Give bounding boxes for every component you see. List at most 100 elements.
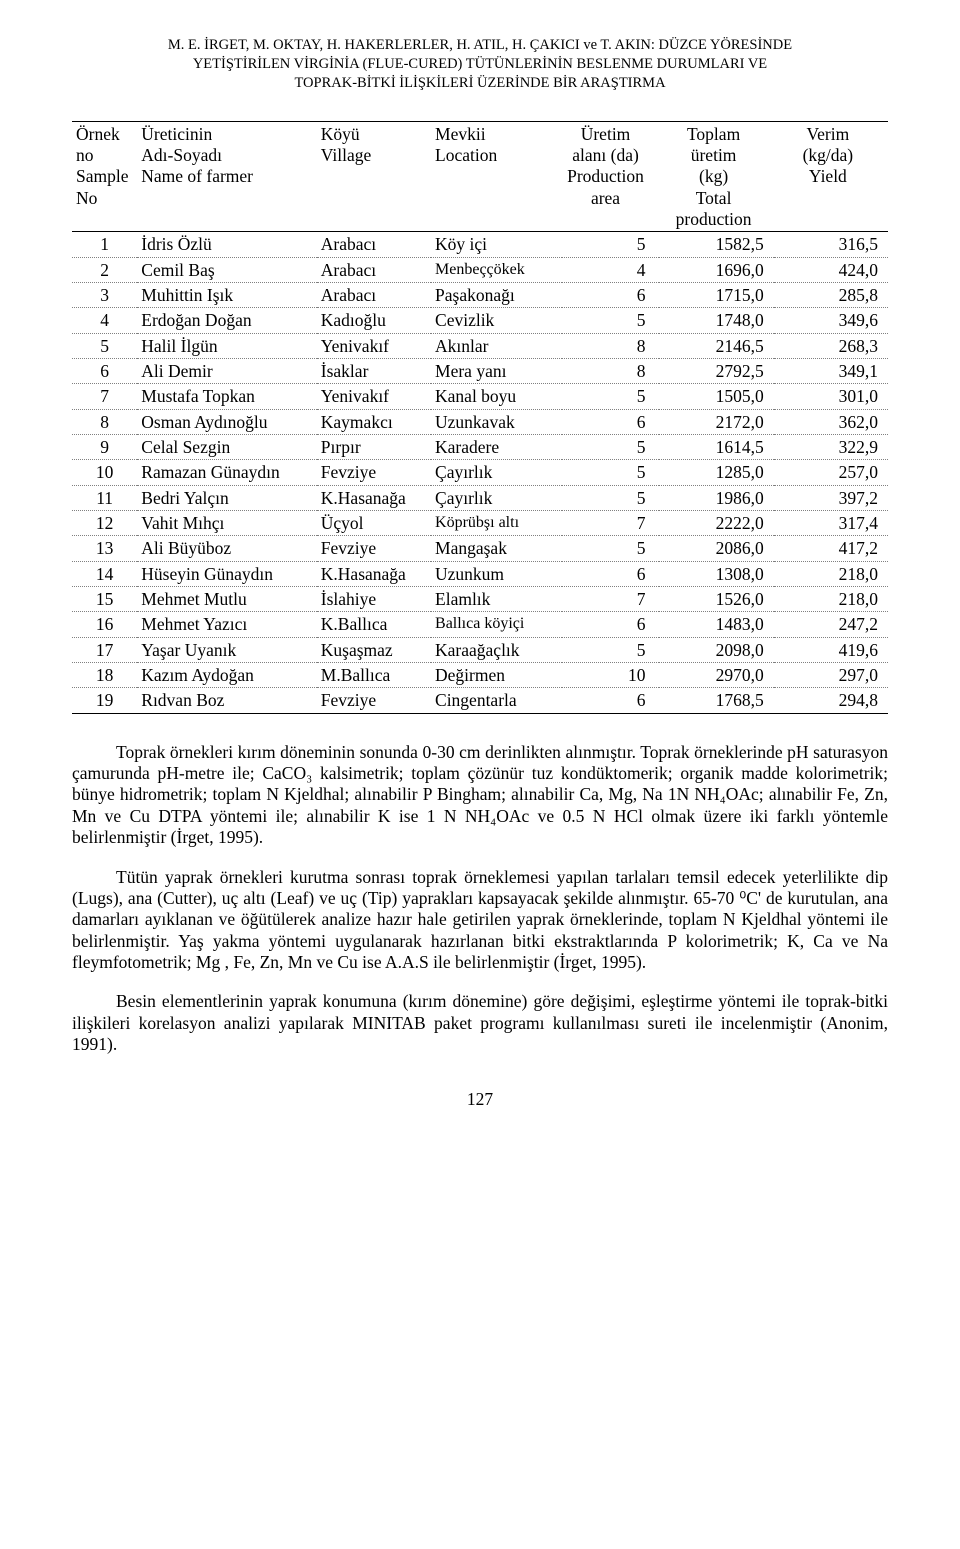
paragraph-2: Tütün yaprak örnekleri kurutma sonrası t… <box>72 867 888 974</box>
table-cell: 7 <box>562 587 660 612</box>
table-cell: 424,0 <box>774 257 888 282</box>
table-cell: Uzunkum <box>431 561 562 586</box>
table-cell: 317,4 <box>774 511 888 536</box>
table-cell: Halil İlgün <box>137 333 317 358</box>
table-cell: Mustafa Topkan <box>137 384 317 409</box>
table-cell: Fevziye <box>317 688 431 713</box>
table-cell: 2098,0 <box>659 637 773 662</box>
table-cell: Mehmet Mutlu <box>137 587 317 612</box>
th-total-l1: üretim <box>691 145 737 166</box>
table-cell: 10 <box>562 663 660 688</box>
table-cell: 1308,0 <box>659 561 773 586</box>
table-cell: Yenivakıf <box>317 333 431 358</box>
table-cell: Uzunkavak <box>431 409 562 434</box>
table-cell: 5 <box>562 637 660 662</box>
table-cell: 268,3 <box>774 333 888 358</box>
th-yield-l2: Yield <box>809 166 847 187</box>
table-cell: Cevizlik <box>431 308 562 333</box>
table-cell: 6 <box>562 688 660 713</box>
table-cell: 362,0 <box>774 409 888 434</box>
th-total-l4: production <box>676 209 752 230</box>
table-cell: 5 <box>562 232 660 257</box>
th-farmer-l1: Adı-Soyadı <box>141 145 313 166</box>
th-mevkii-l1: Location <box>435 145 558 166</box>
table-row: 8Osman AydınoğluKaymakcıUzunkavak62172,0… <box>72 409 888 434</box>
table-cell: 6 <box>562 561 660 586</box>
table-cell: 2 <box>72 257 137 282</box>
table-cell: 1614,5 <box>659 435 773 460</box>
th-no-l2: Sample <box>76 166 133 187</box>
table-cell: 1715,0 <box>659 282 773 307</box>
table-cell: Celal Sezgin <box>137 435 317 460</box>
th-yield: Verim (kg/da) Yield <box>774 121 888 232</box>
table-cell: Arabacı <box>317 232 431 257</box>
th-village-lines: Köyü Village <box>321 124 427 167</box>
table-cell: 297,0 <box>774 663 888 688</box>
table-row: 2Cemil BaşArabacıMenbeççökek41696,0424,0 <box>72 257 888 282</box>
table-row: 12Vahit MıhçıÜçyolKöprübşı altı72222,031… <box>72 511 888 536</box>
table-cell: 218,0 <box>774 587 888 612</box>
th-village-l0: Köyü <box>321 124 427 145</box>
table-cell: 5 <box>562 435 660 460</box>
th-area-l1: alanı (da) <box>572 145 639 166</box>
table-cell: 6 <box>562 282 660 307</box>
th-yield-lines: Verim (kg/da) Yield <box>778 124 878 188</box>
th-farmer-l0: Üreticinin <box>141 124 313 145</box>
table-cell: 1696,0 <box>659 257 773 282</box>
table-cell: Köprübşı altı <box>431 511 562 536</box>
table-row: 7Mustafa TopkanYenivakıfKanal boyu51505,… <box>72 384 888 409</box>
table-cell: Kadıoğlu <box>317 308 431 333</box>
th-yield-l0: Verim <box>806 124 849 145</box>
table-cell: Ali Demir <box>137 358 317 383</box>
th-no-l3: No <box>76 188 133 209</box>
table-cell: 8 <box>562 333 660 358</box>
table-cell: Hüseyin Günaydın <box>137 561 317 586</box>
table-cell: 15 <box>72 587 137 612</box>
table-cell: 5 <box>562 460 660 485</box>
table-cell: Mangaşak <box>431 536 562 561</box>
table-cell: 13 <box>72 536 137 561</box>
running-head-line2: YETİŞTİRİLEN VİRGİNİA (FLUE-CURED) TÜTÜN… <box>193 56 767 72</box>
table-cell: 285,8 <box>774 282 888 307</box>
table-cell: 5 <box>72 333 137 358</box>
table-row: 5Halil İlgünYenivakıfAkınlar82146,5268,3 <box>72 333 888 358</box>
table-cell: 1285,0 <box>659 460 773 485</box>
table-cell: Fevziye <box>317 460 431 485</box>
table-cell: Erdoğan Doğan <box>137 308 317 333</box>
table-row: 19Rıdvan BozFevziyeCingentarla61768,5294… <box>72 688 888 713</box>
th-no-l1: no <box>76 145 133 166</box>
table-cell: 4 <box>562 257 660 282</box>
table-cell: 419,6 <box>774 637 888 662</box>
table-cell: Muhittin Işık <box>137 282 317 307</box>
sample-table: Örnek no Sample No Üreticinin Adı-Soyadı… <box>72 121 888 714</box>
th-total: Toplam üretim (kg) Total production <box>659 121 773 232</box>
table-cell: 3 <box>72 282 137 307</box>
table-cell: İslahiye <box>317 587 431 612</box>
paragraph-1: Toprak örnekleri kırım döneminin sonunda… <box>72 742 888 849</box>
th-mevkii-l0: Mevkii <box>435 124 558 145</box>
th-area-l3: area <box>591 188 620 209</box>
table-cell: 316,5 <box>774 232 888 257</box>
table-cell: 9 <box>72 435 137 460</box>
table-cell: Cemil Baş <box>137 257 317 282</box>
table-cell: 17 <box>72 637 137 662</box>
table-cell: Yenivakıf <box>317 384 431 409</box>
table-cell: Kaymakcı <box>317 409 431 434</box>
table-cell: 1768,5 <box>659 688 773 713</box>
table-cell: 2222,0 <box>659 511 773 536</box>
page-number: 127 <box>72 1089 888 1110</box>
table-cell: 8 <box>562 358 660 383</box>
table-cell: Cingentarla <box>431 688 562 713</box>
table-cell: 2792,5 <box>659 358 773 383</box>
th-yield-l1: (kg/da) <box>803 145 854 166</box>
table-cell: Vahit Mıhçı <box>137 511 317 536</box>
table-cell: 1526,0 <box>659 587 773 612</box>
th-area-l2: Production <box>567 166 644 187</box>
th-no-lines: Örnek no Sample No <box>76 124 133 209</box>
table-cell: 11 <box>72 485 137 510</box>
th-mevkii: Mevkii Location <box>431 121 562 232</box>
table-cell: Bedri Yalçın <box>137 485 317 510</box>
table-row: 10Ramazan GünaydınFevziyeÇayırlık51285,0… <box>72 460 888 485</box>
table-row: 6Ali DemirİsaklarMera yanı82792,5349,1 <box>72 358 888 383</box>
table-cell: 2086,0 <box>659 536 773 561</box>
